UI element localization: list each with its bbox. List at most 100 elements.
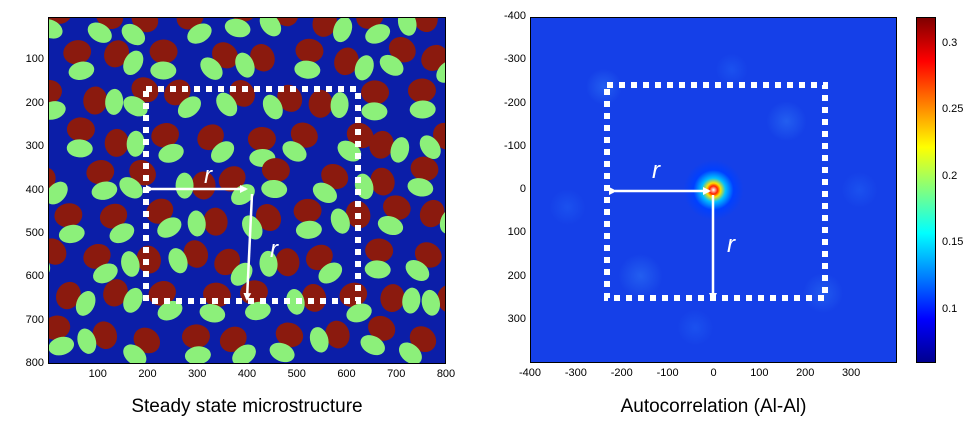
precipitate: [419, 122, 445, 160]
precipitate: [104, 128, 145, 157]
precipitate: [259, 248, 300, 277]
precipitate: [200, 42, 239, 80]
precipitate: [294, 38, 324, 79]
y-tick-label: 100: [25, 53, 44, 66]
precipitate: [306, 244, 343, 284]
x-tick-label: 200: [138, 368, 157, 380]
precipitate: [168, 240, 209, 274]
y-tick-label: 300: [507, 312, 526, 325]
precipitate: [49, 79, 66, 120]
precipitate: [56, 281, 96, 316]
x-tick-label: -200: [610, 367, 633, 379]
y-tick-label: 800: [25, 357, 44, 369]
y-tick-label: 100: [507, 226, 526, 239]
y-tick-label: -300: [503, 53, 526, 66]
precipitate: [54, 203, 85, 244]
precipitate: [407, 78, 436, 119]
precipitate: [361, 80, 390, 121]
y-tick-label: 700: [25, 313, 44, 326]
x-tick-label: -300: [564, 367, 587, 379]
precipitate: [293, 198, 322, 239]
x-tick-label: 600: [337, 368, 356, 380]
precipitate: [421, 285, 445, 316]
precipitate: [369, 130, 410, 163]
x-tick-label: 0: [710, 367, 717, 379]
precipitate: [119, 159, 156, 199]
precipitate: [377, 195, 411, 236]
x-tick-label: 400: [237, 368, 257, 380]
precipitate: [103, 279, 143, 313]
precipitate: [309, 320, 350, 353]
y-tick-label: 600: [25, 270, 44, 283]
precipitate: [99, 203, 135, 244]
x-tick-label: 100: [750, 367, 769, 379]
precipitate: [240, 280, 271, 321]
precipitate: [187, 207, 228, 237]
precipitate: [235, 44, 275, 78]
precipitate: [149, 39, 178, 80]
precipitate: [224, 18, 257, 38]
precipitate: [83, 86, 124, 115]
colorbar-tick-label: 0.3: [942, 36, 958, 49]
precipitate: [269, 322, 304, 363]
precipitate: [123, 77, 159, 117]
precipitate: [312, 163, 349, 204]
r-label-vertical: r: [727, 231, 736, 258]
precipitate: [216, 80, 255, 117]
precipitate: [49, 315, 75, 356]
precipitate: [419, 199, 445, 234]
x-tick-label: -100: [656, 367, 679, 379]
precipitate: [242, 204, 282, 240]
x-tick-label: 700: [387, 368, 406, 380]
colorbar-tick-label: 0.15: [942, 236, 964, 249]
precipitate: [121, 18, 159, 46]
precipitate: [87, 18, 124, 43]
autocorrelation-caption: Autocorrelation (Al-Al): [620, 396, 807, 417]
r-label-horizontal: r: [204, 162, 213, 189]
precipitate: [123, 327, 161, 363]
r-label-vertical: r: [270, 236, 279, 263]
precipitate: [164, 79, 201, 118]
precipitate: [399, 326, 437, 363]
precipitate: [407, 156, 439, 197]
precipitate: [199, 282, 231, 323]
microstructure-caption: Steady state microstructure: [131, 396, 363, 417]
precipitate: [312, 18, 353, 43]
x-tick-label: 100: [88, 368, 107, 380]
precipitate: [334, 47, 374, 81]
precipitate: [219, 326, 256, 363]
precipitate: [151, 123, 184, 163]
precipitate: [282, 122, 318, 162]
precipitate: [146, 198, 182, 238]
precipitate-layer: [49, 18, 445, 363]
precipitate: [356, 18, 391, 44]
correlation-box: [143, 86, 361, 304]
precipitate: [286, 283, 327, 315]
colorbar-gradient: [916, 17, 936, 363]
precipitate: [63, 40, 95, 81]
y-tick-label: 200: [25, 96, 44, 109]
precipitate: [380, 284, 421, 314]
colorbar-tick-label: 0.25: [942, 103, 964, 116]
precipitate: [181, 324, 211, 363]
colorbar-tick-label: 0.1: [942, 302, 958, 315]
precipitate: [83, 243, 118, 284]
x-tick-label: -400: [518, 367, 542, 379]
y-tick-label: 400: [25, 183, 44, 196]
precipitate: [308, 89, 349, 119]
r-label-horizontal: r: [652, 157, 661, 184]
precipitate: [330, 200, 371, 234]
precipitate: [259, 18, 299, 37]
x-tick-label: 500: [287, 368, 306, 380]
precipitate: [49, 238, 67, 276]
precipitate: [405, 242, 442, 281]
precipitate: [360, 315, 396, 356]
y-tick-label: 300: [25, 140, 44, 153]
x-tick-label: 300: [841, 367, 861, 379]
precipitate: [86, 160, 118, 200]
precipitate: [49, 167, 68, 205]
y-tick-label: -100: [503, 139, 526, 152]
precipitate: [364, 238, 394, 279]
precipitate: [197, 124, 235, 163]
